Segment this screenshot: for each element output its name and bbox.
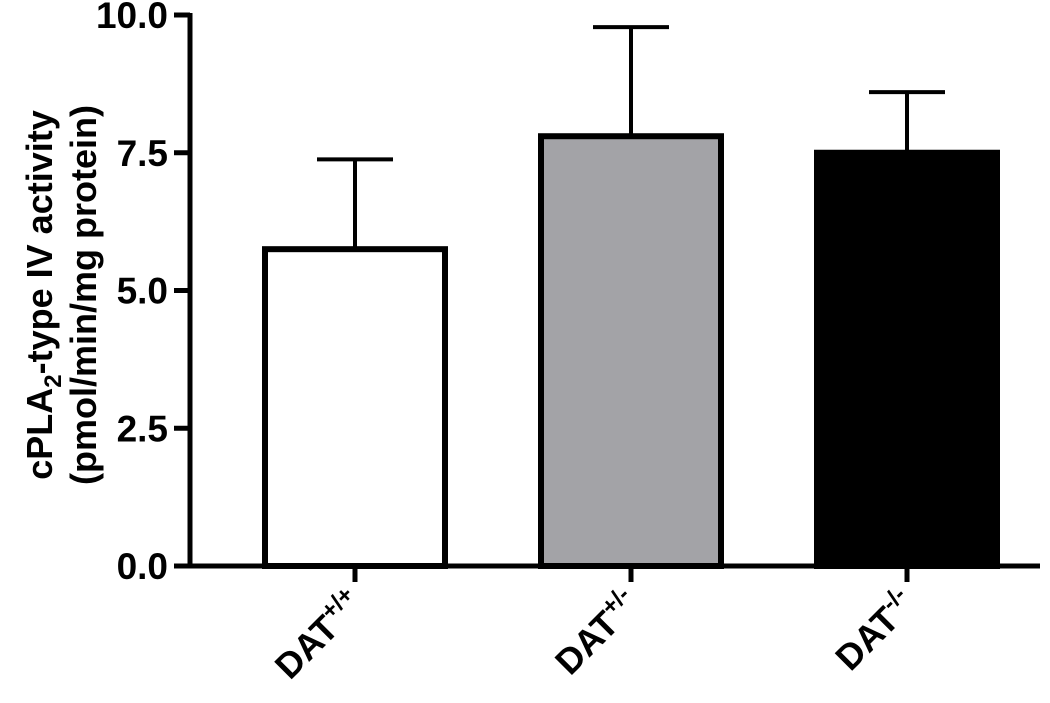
y-axis-label-post: -type IV activity <box>19 110 60 374</box>
x-ticks-layer: DAT+/+ DAT+/- DAT-/- <box>265 566 923 687</box>
bar <box>262 246 448 570</box>
y-axis-label-line1: cPLA2-type IV activity <box>19 110 67 479</box>
y-tick-label: 10.0 <box>96 0 168 36</box>
y-axis-label-pre: cPLA <box>19 388 60 480</box>
y-tick-label: 2.5 <box>117 408 168 449</box>
y-tick-label: 5.0 <box>117 271 168 312</box>
y-ticks-layer: 0.0 2.5 5.0 7.5 10.0 <box>96 0 190 587</box>
y-axis-label: cPLA2-type IV activity (pmol/min/mg prot… <box>19 105 104 485</box>
x-tick-label: DAT-/- <box>826 581 923 678</box>
bar <box>814 149 1000 569</box>
bar <box>538 133 724 569</box>
y-tick-label: 0.0 <box>117 546 168 587</box>
y-axis-label-sub: 2 <box>40 374 67 387</box>
x-tick-label: DAT+/- <box>546 581 647 682</box>
x-tick-label: DAT+/+ <box>265 581 370 686</box>
bars-layer <box>262 133 1000 570</box>
error-bars-layer <box>317 25 945 250</box>
y-axis-label-line2: (pmol/min/mg protein) <box>63 105 104 485</box>
y-tick-label: 7.5 <box>117 133 168 174</box>
